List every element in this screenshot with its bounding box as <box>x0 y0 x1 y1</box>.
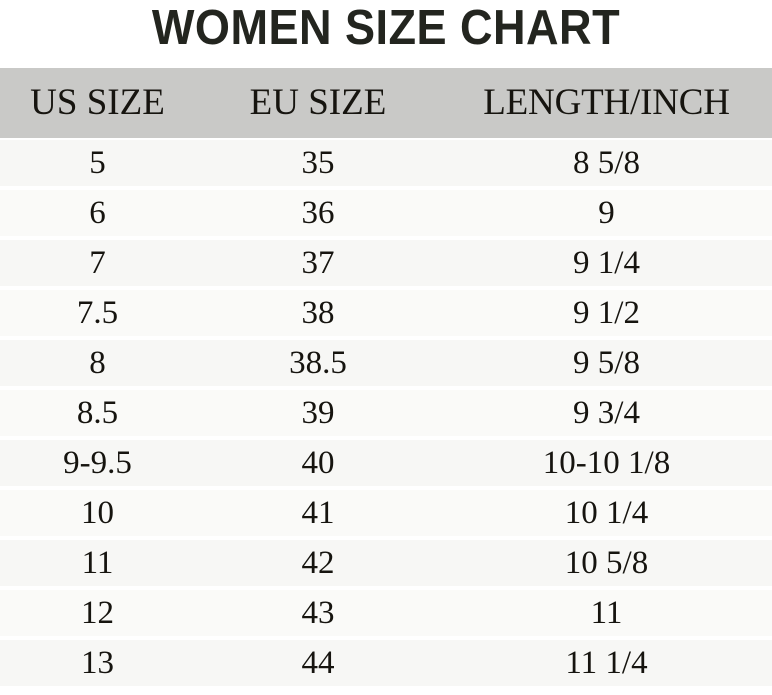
cell-us-size: 9-9.5 <box>63 445 132 481</box>
cell-length-inch: 9 5/8 <box>573 345 640 381</box>
cell-us-size: 10 <box>81 495 114 531</box>
cell-eu-size: 42 <box>301 545 335 581</box>
cell-length-inch: 9 3/4 <box>573 395 640 431</box>
table-row: 13 44 11 1/4 <box>0 640 772 686</box>
cell-length-inch: 9 1/4 <box>573 245 640 281</box>
cell-eu-size: 38.5 <box>289 345 347 381</box>
cell-eu-size: 35 <box>301 145 335 181</box>
cell-length-inch: 10 1/4 <box>564 495 649 531</box>
cell-eu-size: 37 <box>301 245 335 281</box>
cell-us-size: 12 <box>81 595 114 631</box>
cell-eu-size: 44 <box>301 645 335 681</box>
cell-us-size: 7.5 <box>76 295 119 331</box>
column-header-us-size: US SIZE <box>30 82 165 123</box>
page-title: WOMEN SIZE CHART <box>151 1 621 55</box>
cell-us-size: 6 <box>89 195 106 231</box>
cell-us-size: 11 <box>81 545 114 581</box>
table-row: 9-9.5 40 10-10 1/8 <box>0 440 772 490</box>
table-row: 10 41 10 1/4 <box>0 490 772 540</box>
cell-length-inch: 9 <box>598 195 615 231</box>
cell-length-inch: 11 <box>590 595 623 631</box>
cell-length-inch: 11 1/4 <box>565 645 648 681</box>
cell-eu-size: 39 <box>301 395 335 431</box>
table-row: 12 43 11 <box>0 590 772 640</box>
table-header-row: US SIZE EU SIZE LENGTH/INCH <box>0 68 772 138</box>
cell-eu-size: 40 <box>301 445 335 481</box>
cell-eu-size: 43 <box>301 595 335 631</box>
cell-eu-size: 41 <box>301 495 335 531</box>
cell-us-size: 8.5 <box>76 395 119 431</box>
table-row: 6 36 9 <box>0 190 772 240</box>
table-row: 5 35 8 5/8 <box>0 140 772 190</box>
cell-length-inch: 9 1/2 <box>573 295 640 331</box>
cell-length-inch: 8 5/8 <box>573 145 640 181</box>
table-body: 5 35 8 5/8 6 36 9 7 37 9 1/4 7.5 38 9 1/2 8 38.5 9 5/8… <box>0 140 772 686</box>
table-row: 11 42 10 5/8 <box>0 540 772 590</box>
cell-us-size: 5 <box>89 145 106 181</box>
cell-length-inch: 10 5/8 <box>564 545 649 581</box>
cell-eu-size: 36 <box>301 195 335 231</box>
cell-us-size: 7 <box>89 245 106 281</box>
cell-eu-size: 38 <box>301 295 335 331</box>
cell-length-inch: 10-10 1/8 <box>542 445 671 481</box>
table-row: 7.5 38 9 1/2 <box>0 290 772 340</box>
cell-us-size: 8 <box>89 345 106 381</box>
column-header-eu-size: EU SIZE <box>249 82 387 123</box>
column-header-length-inch: LENGTH/INCH <box>483 82 730 123</box>
table-row: 7 37 9 1/4 <box>0 240 772 290</box>
cell-us-size: 13 <box>81 645 114 681</box>
table-row: 8.5 39 9 3/4 <box>0 390 772 440</box>
table-row: 8 38.5 9 5/8 <box>0 340 772 390</box>
